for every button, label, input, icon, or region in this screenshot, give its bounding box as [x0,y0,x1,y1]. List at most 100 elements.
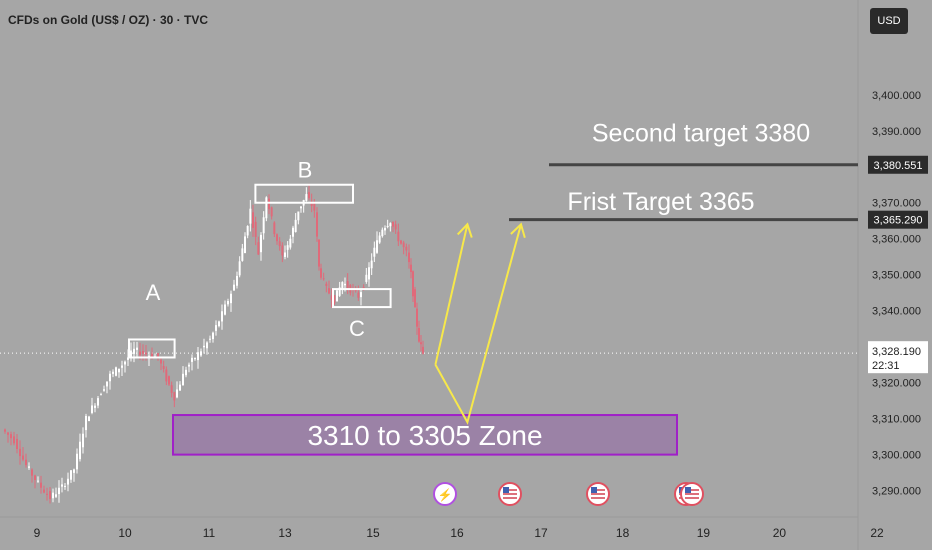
candle-body [157,353,159,358]
target-price-tag [868,210,928,229]
x-tick-label: 11 [203,526,216,540]
candle-body [414,289,416,308]
candle-body [373,247,376,257]
candle-body [294,219,297,232]
point-label: C [349,316,365,341]
lightning-event-icon[interactable] [433,482,457,506]
candle-body [37,480,39,482]
candle-body [422,346,424,354]
pattern-box-a[interactable] [128,338,176,359]
candle-body [273,222,276,235]
candle-body [40,482,42,488]
x-tick-label: 16 [450,526,464,540]
candle-body [410,264,412,273]
candle-body [400,240,402,244]
candle-body [408,252,410,263]
y-tick-label: 3,300.000 [872,450,921,462]
candle-body [97,398,99,406]
candle-body [88,416,90,422]
candle-body [233,284,235,291]
candle-body [94,405,96,408]
candle-body [318,239,320,267]
candle-body [276,234,278,242]
y-tick-label: 3,320.000 [872,378,921,390]
y-tick-label: 3,340.000 [872,306,921,318]
candle-body [100,394,102,396]
candle-body [316,212,318,237]
countdown-label: 22:31 [872,360,900,372]
candle-body [162,366,165,369]
candle-body [284,252,286,257]
candle-body [394,224,397,230]
candle-body [76,453,78,470]
candle-body [106,381,108,387]
candle-body [133,348,135,354]
pattern-box-b[interactable] [254,183,354,204]
candle-body [115,367,117,376]
candle-body [197,352,199,361]
y-tick-label: 3,310.000 [872,414,921,426]
point-label: B [298,158,313,183]
candle-body [360,292,362,298]
pattern-box-c[interactable] [332,288,392,309]
candle-body [221,311,223,322]
x-tick-label: 18 [616,526,630,540]
candle-body [368,267,370,280]
target-zone[interactable] [172,414,678,456]
x-tick-label: 22 [870,526,884,540]
candle-body [173,392,176,401]
projection-arrow[interactable] [434,224,522,425]
x-tick-label: 13 [278,526,292,540]
y-tick-label: 3,290.000 [872,486,921,498]
candle-body [112,371,114,374]
candle-body [224,304,226,315]
candle-body [389,223,392,227]
candle-body [61,484,63,487]
candle-body [230,293,232,304]
lightning-glyph: ⚡ [438,488,453,502]
candle-body [103,389,105,391]
candle-body [22,455,24,460]
candle-body [336,290,338,302]
candle-body [179,384,181,391]
candle-body [109,373,111,382]
candle-body [148,355,150,358]
candle-body [200,351,202,356]
candle-body [28,466,30,468]
candle-body [64,485,66,487]
candle-body [168,376,170,385]
candle-body [170,385,173,393]
flag-canton [591,487,597,493]
candle-body [10,434,12,439]
candle-body [191,357,193,362]
candle-body [70,470,72,480]
candle-body [376,240,378,253]
candle-body [145,352,147,355]
candle-body [139,351,141,356]
candle-body [85,415,87,431]
candle-body [392,221,394,227]
candle-body [381,229,384,237]
candle-body [4,429,6,432]
candle-body [209,338,211,340]
x-tick-label: 19 [697,526,711,540]
candle-body [305,194,308,201]
candle-body [362,287,365,289]
candle-body [206,342,208,349]
candle-body [46,493,48,495]
x-tick-label: 10 [118,526,132,540]
chart-title: CFDs on Gold (US$ / OZ) · 30 · TVC [8,13,208,27]
candle-body [52,492,54,499]
projection-arrow[interactable] [434,224,469,365]
candle-body [310,201,313,206]
y-tick-label: 3,400.000 [872,90,921,102]
currency-badge[interactable]: USD [870,8,908,34]
target-price-tag [868,155,928,174]
candle-body [244,236,246,254]
candle-body [182,373,184,386]
candle-body [124,361,126,365]
candle-body [16,438,18,449]
flag-canton [685,487,691,493]
arrow-head [510,222,526,239]
